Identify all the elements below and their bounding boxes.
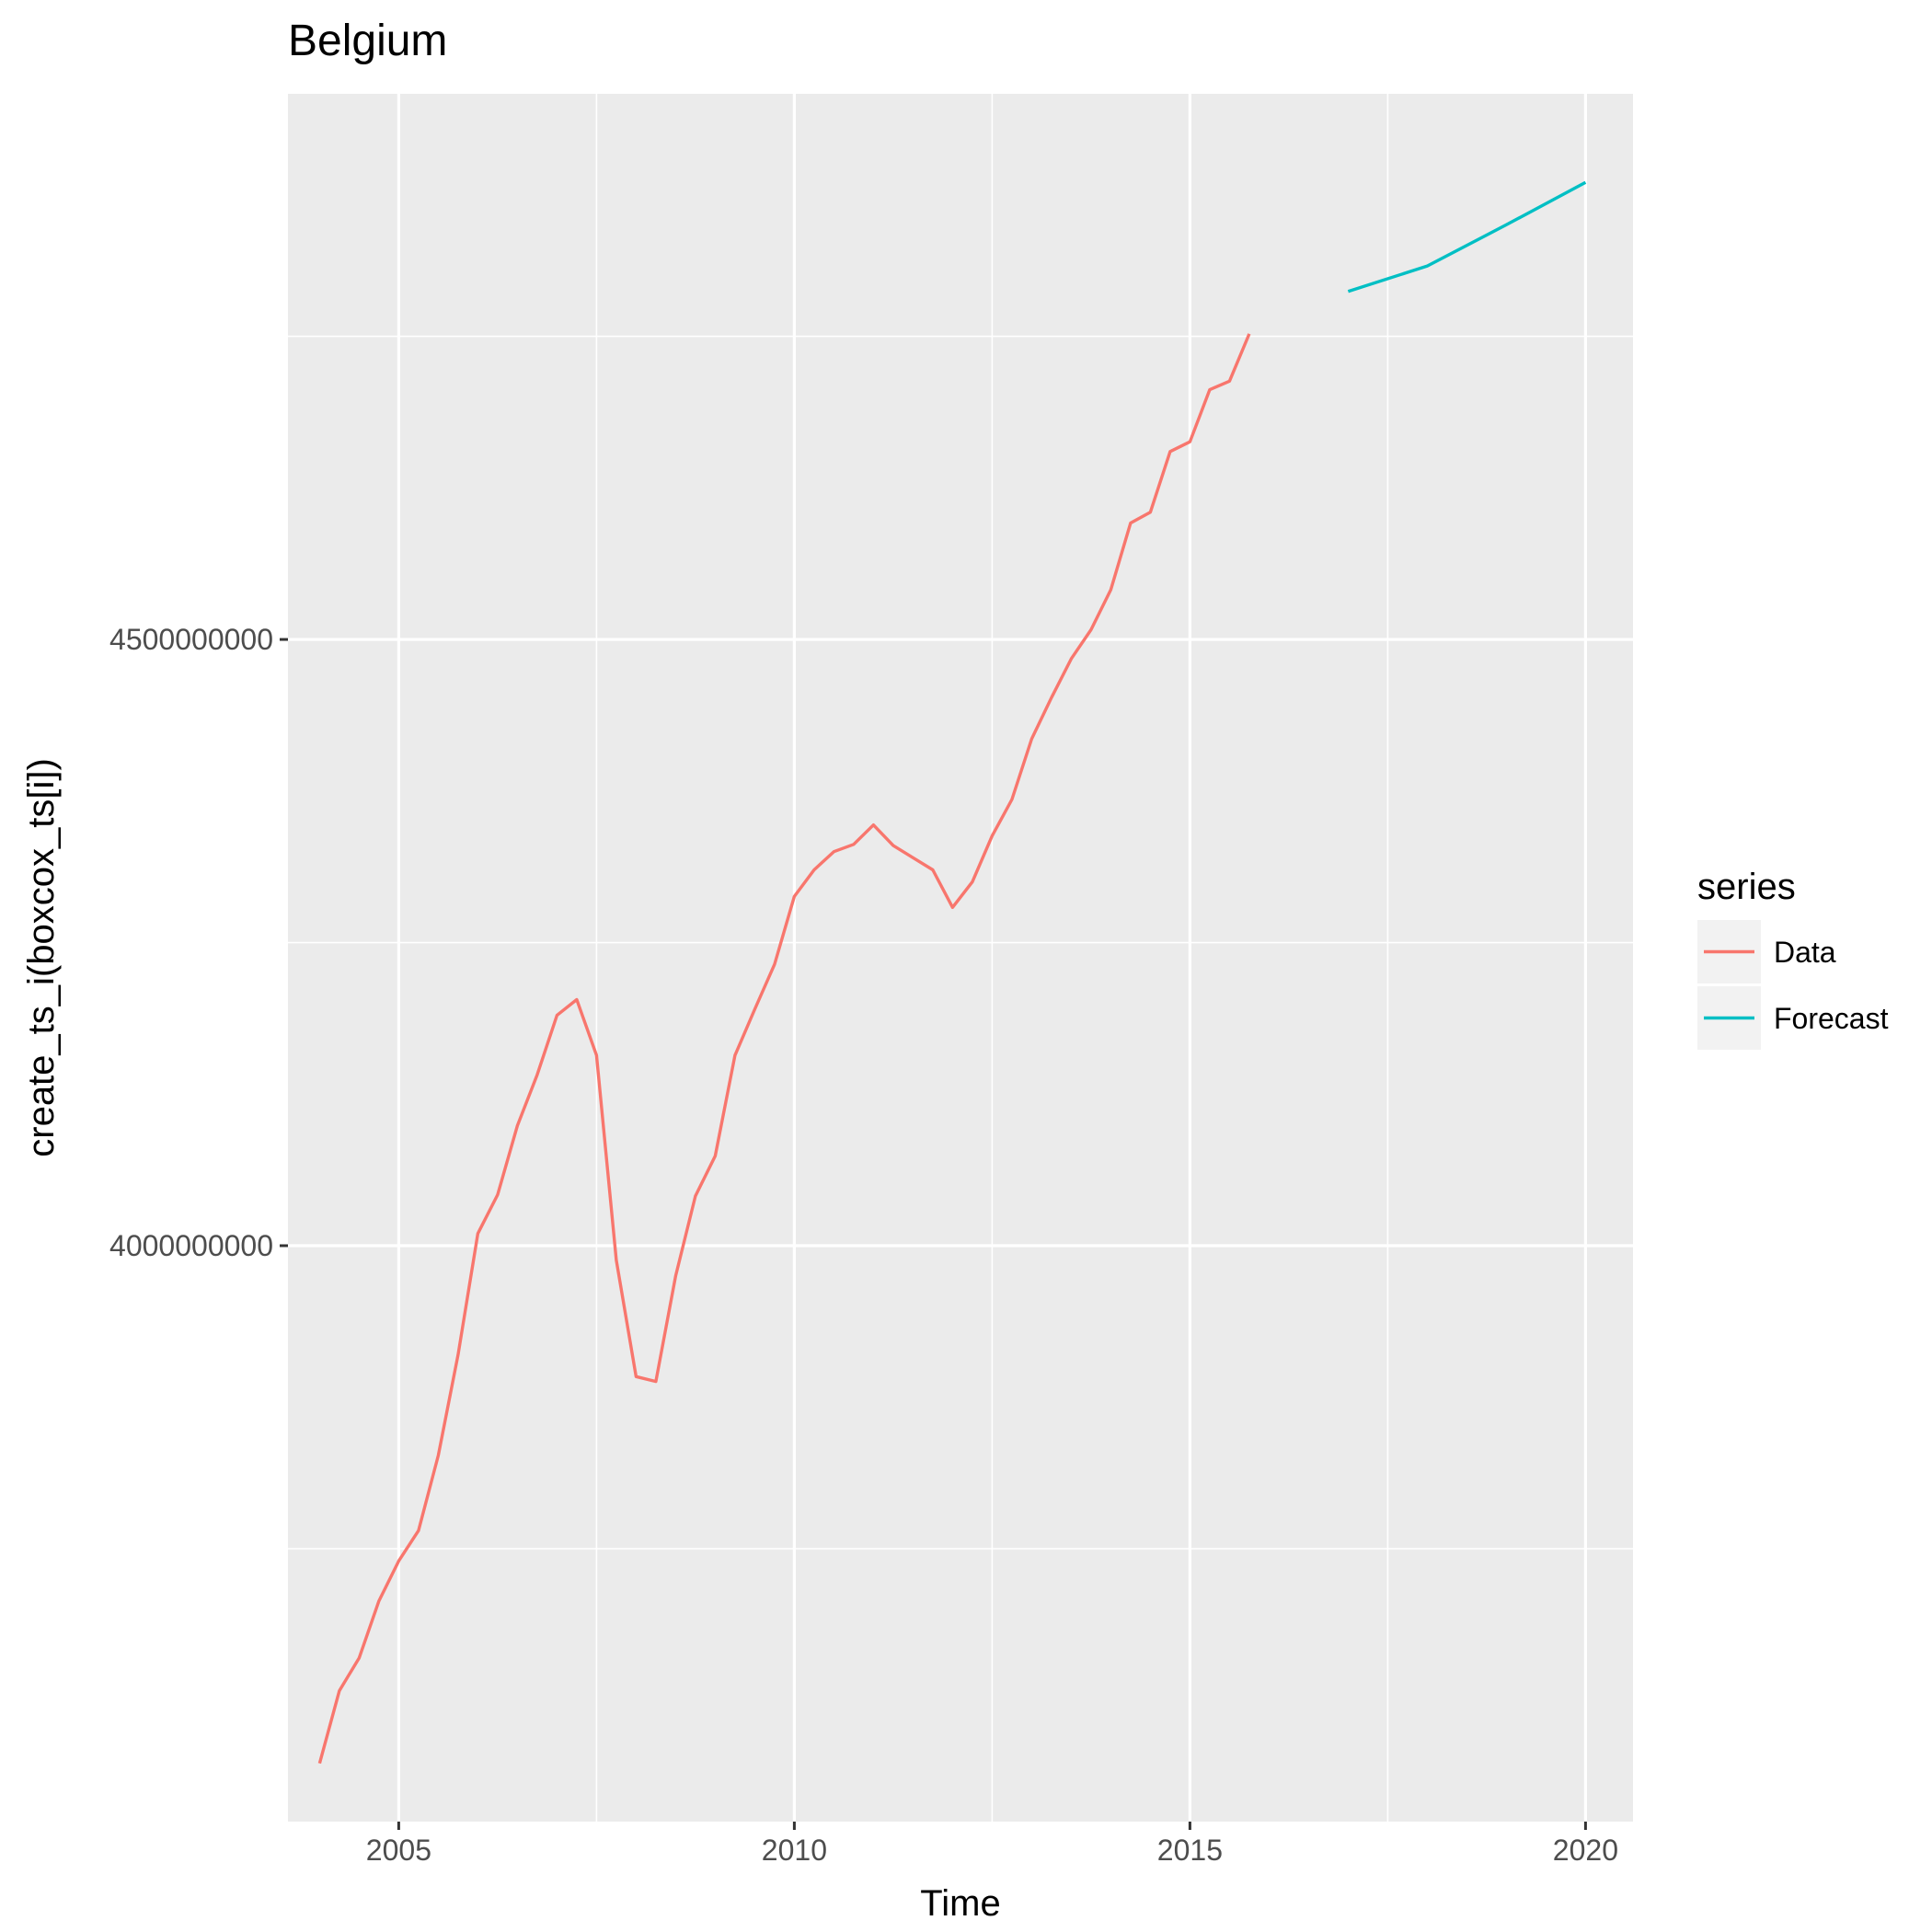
legend-label-forecast: Forecast bbox=[1774, 1002, 1889, 1035]
x-tick-label: 2010 bbox=[762, 1834, 827, 1867]
x-tick-label: 2005 bbox=[366, 1834, 431, 1867]
legend: series Data Forecast bbox=[1697, 867, 1889, 1050]
legend-label-data: Data bbox=[1774, 936, 1836, 969]
major-gridlines bbox=[288, 94, 1633, 1822]
x-tick-label: 2015 bbox=[1157, 1834, 1223, 1867]
x-axis: 2005 2010 2015 2020 bbox=[366, 1822, 1618, 1867]
y-axis-title: create_ts_i(boxcox_ts[i]) bbox=[21, 758, 62, 1157]
legend-title: series bbox=[1697, 867, 1796, 907]
series-line-forecast bbox=[1347, 180, 1587, 293]
series-line-data bbox=[317, 333, 1251, 1765]
y-tick-label: 4500000000 bbox=[109, 623, 273, 656]
minor-gridlines bbox=[288, 94, 1633, 1822]
series-lines bbox=[317, 180, 1587, 1765]
chart-title: Belgium bbox=[288, 17, 447, 65]
x-axis-title: Time bbox=[920, 1883, 1000, 1924]
x-tick-label: 2020 bbox=[1553, 1834, 1618, 1867]
y-axis: 4000000000 4500000000 bbox=[109, 623, 288, 1262]
y-tick-label: 4000000000 bbox=[109, 1229, 273, 1262]
plot-panel bbox=[288, 94, 1633, 1822]
